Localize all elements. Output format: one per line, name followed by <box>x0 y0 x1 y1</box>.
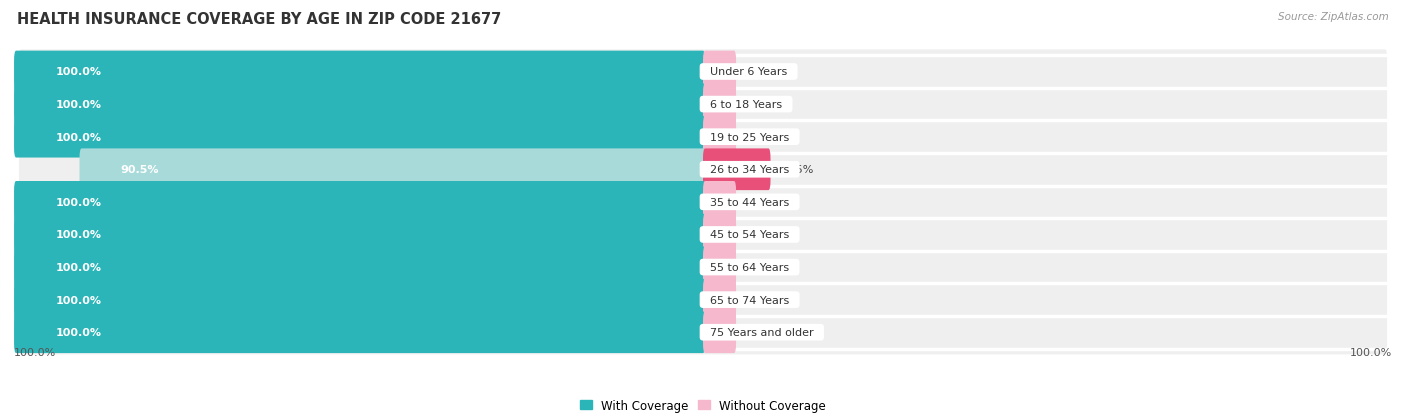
Text: 100.0%: 100.0% <box>1350 348 1392 358</box>
FancyBboxPatch shape <box>14 279 704 321</box>
FancyBboxPatch shape <box>80 149 704 191</box>
Text: 100.0%: 100.0% <box>55 100 101 110</box>
Text: 100.0%: 100.0% <box>14 348 56 358</box>
Text: 0.0%: 0.0% <box>751 295 779 305</box>
Text: 0.0%: 0.0% <box>751 197 779 207</box>
FancyBboxPatch shape <box>703 279 737 321</box>
Text: 55 to 64 Years: 55 to 64 Years <box>703 262 796 273</box>
FancyBboxPatch shape <box>18 115 1388 159</box>
Text: 35 to 44 Years: 35 to 44 Years <box>703 197 796 207</box>
FancyBboxPatch shape <box>18 310 1388 354</box>
FancyBboxPatch shape <box>703 116 737 158</box>
Text: 0.0%: 0.0% <box>751 132 779 142</box>
FancyBboxPatch shape <box>703 84 737 126</box>
Text: 45 to 54 Years: 45 to 54 Years <box>703 230 796 240</box>
FancyBboxPatch shape <box>18 245 1388 290</box>
FancyBboxPatch shape <box>18 278 1388 322</box>
FancyBboxPatch shape <box>703 247 737 288</box>
Text: Under 6 Years: Under 6 Years <box>703 67 794 77</box>
FancyBboxPatch shape <box>703 182 737 223</box>
FancyBboxPatch shape <box>14 247 704 288</box>
Text: 26 to 34 Years: 26 to 34 Years <box>703 165 796 175</box>
Text: 65 to 74 Years: 65 to 74 Years <box>703 295 796 305</box>
Text: 75 Years and older: 75 Years and older <box>703 328 821 337</box>
Legend: With Coverage, Without Coverage: With Coverage, Without Coverage <box>575 394 831 413</box>
Text: 100.0%: 100.0% <box>55 67 101 77</box>
FancyBboxPatch shape <box>18 180 1388 225</box>
FancyBboxPatch shape <box>14 312 704 353</box>
Text: 100.0%: 100.0% <box>55 328 101 337</box>
FancyBboxPatch shape <box>18 83 1388 127</box>
Text: 100.0%: 100.0% <box>55 230 101 240</box>
Text: 0.0%: 0.0% <box>751 230 779 240</box>
Text: 100.0%: 100.0% <box>55 295 101 305</box>
FancyBboxPatch shape <box>14 182 704 223</box>
Text: 0.0%: 0.0% <box>751 67 779 77</box>
FancyBboxPatch shape <box>18 50 1388 95</box>
FancyBboxPatch shape <box>14 214 704 256</box>
FancyBboxPatch shape <box>18 148 1388 192</box>
FancyBboxPatch shape <box>703 312 737 353</box>
FancyBboxPatch shape <box>14 52 704 93</box>
Text: 0.0%: 0.0% <box>751 100 779 110</box>
Text: 100.0%: 100.0% <box>55 197 101 207</box>
Text: 90.5%: 90.5% <box>121 165 159 175</box>
Text: 9.5%: 9.5% <box>786 165 814 175</box>
Text: Source: ZipAtlas.com: Source: ZipAtlas.com <box>1278 12 1389 22</box>
Text: 100.0%: 100.0% <box>55 262 101 273</box>
FancyBboxPatch shape <box>14 84 704 126</box>
FancyBboxPatch shape <box>703 149 770 191</box>
FancyBboxPatch shape <box>18 213 1388 257</box>
Text: HEALTH INSURANCE COVERAGE BY AGE IN ZIP CODE 21677: HEALTH INSURANCE COVERAGE BY AGE IN ZIP … <box>17 12 501 27</box>
Text: 19 to 25 Years: 19 to 25 Years <box>703 132 796 142</box>
Text: 0.0%: 0.0% <box>751 262 779 273</box>
FancyBboxPatch shape <box>14 116 704 158</box>
Text: 0.0%: 0.0% <box>751 328 779 337</box>
FancyBboxPatch shape <box>703 214 737 256</box>
Text: 100.0%: 100.0% <box>55 132 101 142</box>
FancyBboxPatch shape <box>703 52 737 93</box>
Text: 6 to 18 Years: 6 to 18 Years <box>703 100 789 110</box>
